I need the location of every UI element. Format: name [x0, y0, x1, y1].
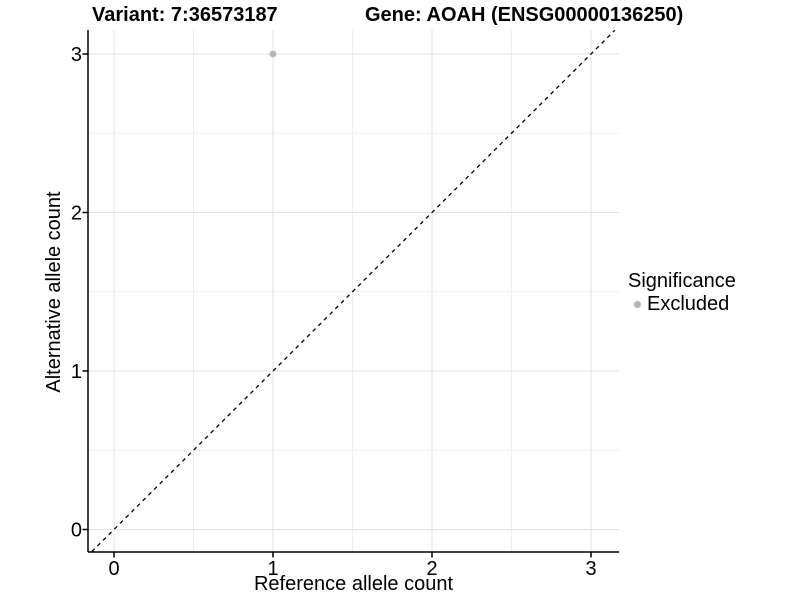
gene-title: Gene: AOAH (ENSG00000136250)	[365, 4, 684, 26]
identity-line	[91, 29, 616, 553]
x-axis-title: Reference allele count	[253, 573, 453, 595]
legend-title: Significance	[628, 270, 736, 292]
legend-item-excluded: Excluded	[628, 293, 736, 315]
x-tick-label: 3	[585, 558, 596, 580]
x-tick-label: 1	[267, 558, 278, 580]
x-tick-label: 0	[108, 558, 119, 580]
x-tick-label: 2	[426, 558, 437, 580]
variant-title: Variant: 7:36573187	[92, 4, 278, 26]
y-axis-title: Alternative allele count	[43, 191, 65, 393]
legend-item-label: Excluded	[647, 293, 730, 315]
data-point	[269, 50, 277, 58]
legend: Significance Excluded	[628, 270, 736, 315]
y-tick-label: 0	[71, 520, 82, 542]
y-tick-label: 1	[71, 361, 82, 383]
excluded-point-icon	[634, 300, 641, 308]
y-tick-label: 2	[71, 203, 82, 225]
y-tick-label: 3	[71, 44, 82, 66]
